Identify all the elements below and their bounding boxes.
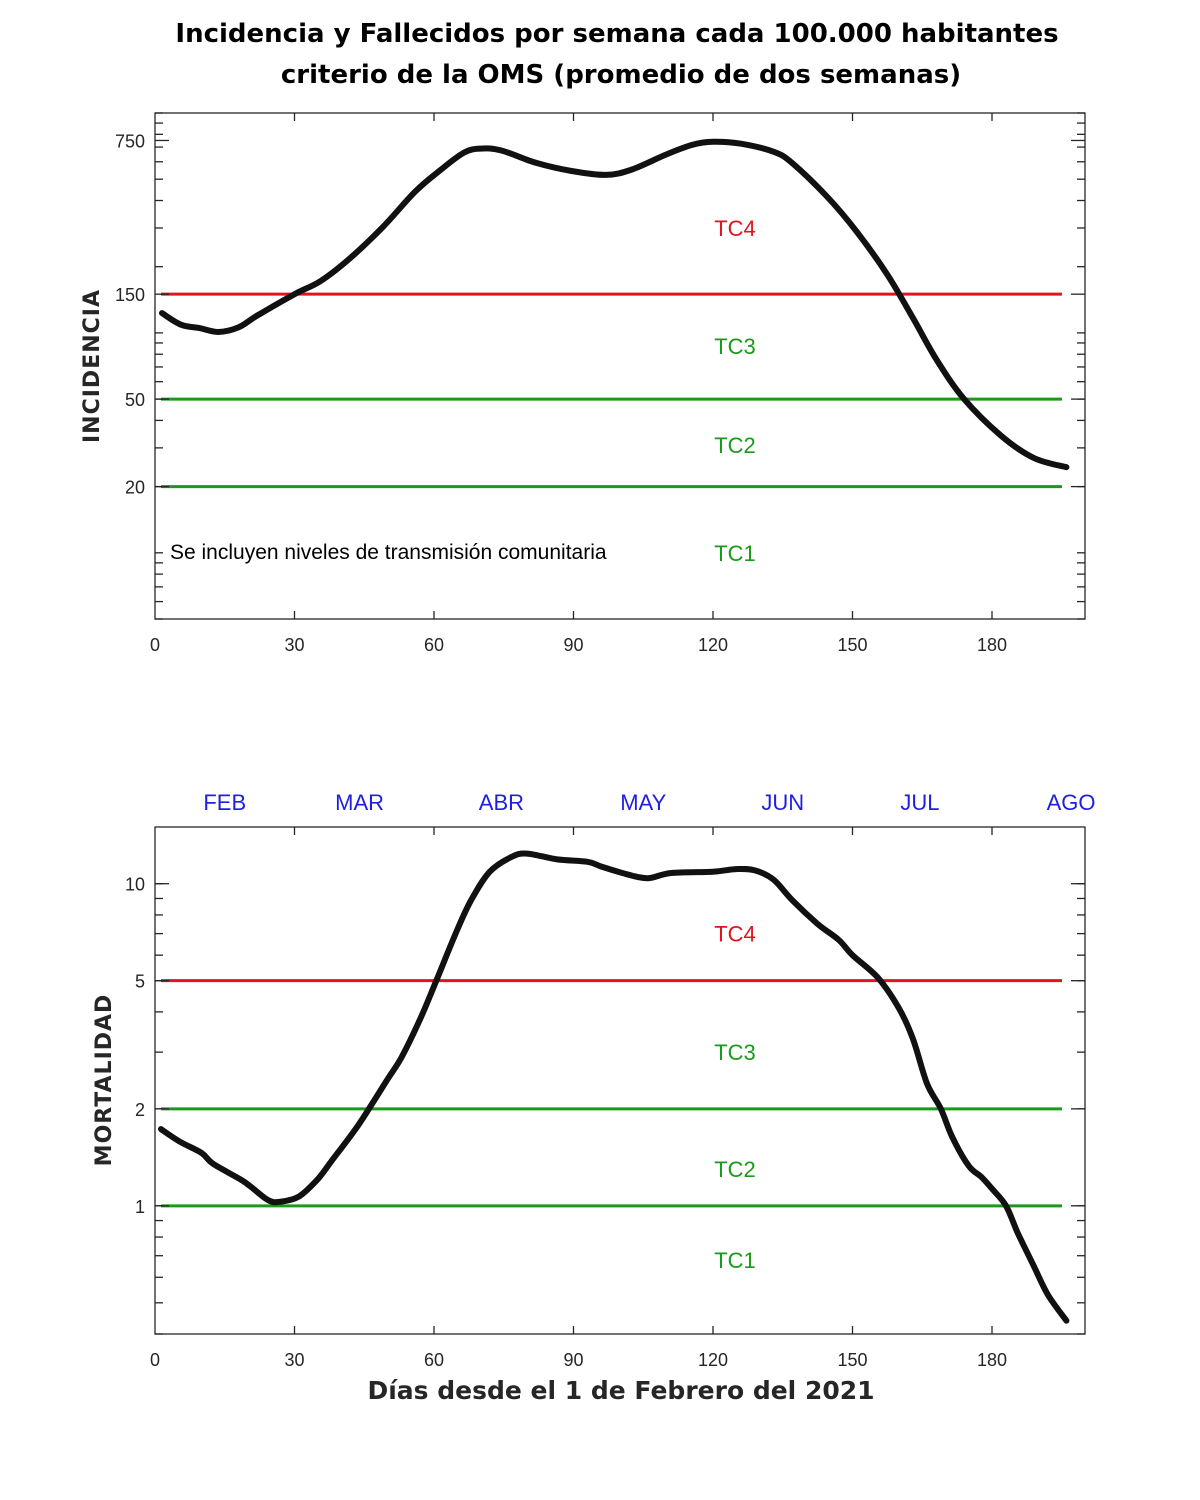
month-label-may: MAY bbox=[620, 790, 666, 815]
x-axis-label: Días desde el 1 de Febrero del 2021 bbox=[367, 1376, 874, 1405]
annotation-note: Se incluyen niveles de transmisión comun… bbox=[170, 541, 607, 564]
y-tick-label: 50 bbox=[125, 390, 145, 410]
y-axis-label-incidencia: INCIDENCIA bbox=[80, 289, 105, 443]
x-tick-label: 90 bbox=[563, 635, 583, 655]
y-tick-label: 150 bbox=[115, 285, 145, 305]
y-tick-label: 750 bbox=[115, 131, 145, 151]
chart-title-line-2: criterio de la OMS (promedio de dos sema… bbox=[281, 60, 961, 90]
x-tick-label: 120 bbox=[698, 1350, 728, 1370]
x-tick-label: 150 bbox=[837, 635, 867, 655]
month-label-mar: MAR bbox=[335, 790, 384, 815]
y-tick-label: 2 bbox=[135, 1100, 145, 1120]
mortalidad-plot: MORTALIDAD Días desde el 1 de Febrero de… bbox=[92, 790, 1096, 1405]
y-axis-label-mortalidad: MORTALIDAD bbox=[92, 994, 117, 1167]
level-label-tc4: TC4 bbox=[714, 922, 756, 947]
month-label-feb: FEB bbox=[203, 790, 246, 815]
level-label-tc3: TC3 bbox=[714, 1040, 756, 1065]
x-tick-label: 60 bbox=[424, 635, 444, 655]
x-tick-label: 0 bbox=[150, 635, 160, 655]
level-label-tc3: TC3 bbox=[714, 334, 756, 359]
chart-title-line-1: Incidencia y Fallecidos por semana cada … bbox=[175, 19, 1058, 49]
y-tick-label: 1 bbox=[135, 1197, 145, 1217]
axes-frame bbox=[154, 826, 1086, 1335]
x-tick-label: 90 bbox=[563, 1350, 583, 1370]
x-tick-label: 30 bbox=[284, 1350, 304, 1370]
level-label-tc1: TC1 bbox=[714, 1248, 756, 1273]
level-label-tc2: TC2 bbox=[714, 433, 756, 458]
x-tick-label: 180 bbox=[977, 635, 1007, 655]
month-label-ago: AGO bbox=[1047, 790, 1096, 815]
y-tick-label: 20 bbox=[125, 478, 145, 498]
month-label-abr: ABR bbox=[479, 790, 524, 815]
x-tick-label: 120 bbox=[698, 635, 728, 655]
x-tick-label: 60 bbox=[424, 1350, 444, 1370]
x-tick-label: 180 bbox=[977, 1350, 1007, 1370]
level-label-tc2: TC2 bbox=[714, 1157, 756, 1182]
axes-frame bbox=[154, 112, 1086, 620]
x-tick-label: 30 bbox=[284, 635, 304, 655]
level-label-tc4: TC4 bbox=[714, 216, 756, 241]
month-label-jul: JUL bbox=[900, 790, 939, 815]
series-line-mortalidad bbox=[158, 850, 1070, 1324]
x-tick-label: 0 bbox=[150, 1350, 160, 1370]
y-tick-label: 10 bbox=[125, 875, 145, 895]
month-label-jun: JUN bbox=[761, 790, 804, 815]
y-tick-label: 5 bbox=[135, 972, 145, 992]
x-tick-label: 150 bbox=[837, 1350, 867, 1370]
incidencia-plot: INCIDENCIA Se incluyen niveles de transm… bbox=[80, 112, 1086, 655]
level-label-tc1: TC1 bbox=[714, 541, 756, 566]
series-line-incidencia bbox=[159, 138, 1070, 471]
